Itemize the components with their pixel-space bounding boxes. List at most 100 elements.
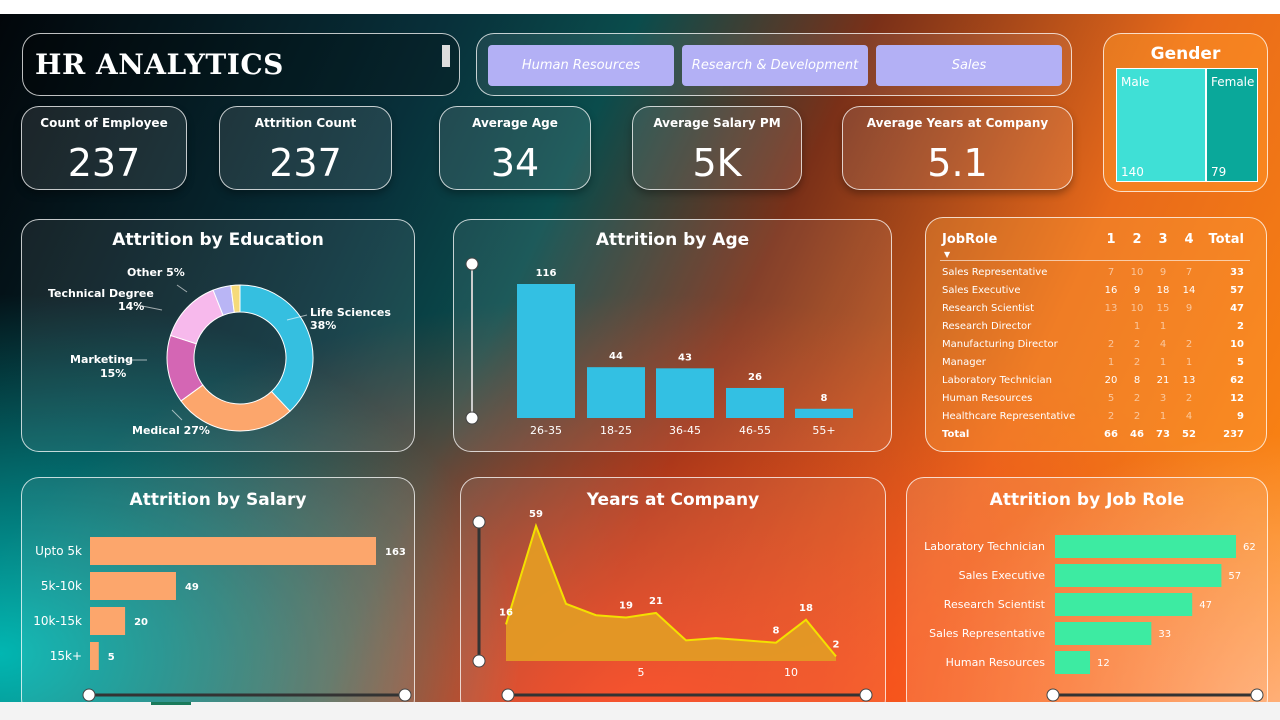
- donut-slice-5[interactable]: [230, 284, 241, 313]
- gender-male-tile[interactable]: Male 140: [1116, 68, 1206, 182]
- age-bar-3[interactable]: [726, 387, 784, 418]
- table-row[interactable]: Sales Executive 16 9 18 14 57: [940, 282, 1260, 300]
- salary-tick-3: 15k+: [50, 649, 82, 663]
- salary-tick-2: 10k-15k: [33, 614, 82, 628]
- table-row[interactable]: Laboratory Technician 20 8 21 13 62: [940, 372, 1260, 390]
- gender-female-tile[interactable]: Female 79: [1206, 68, 1258, 182]
- table-row[interactable]: Research Director 1 1 2: [940, 318, 1260, 336]
- salary-slider-handle-left[interactable]: [82, 688, 96, 702]
- education-donut-chart: Life Sciences 38% Medical 27% Marketing …: [48, 266, 391, 437]
- salary-bar-value-3: 5: [108, 652, 115, 663]
- kpi-label: Average Age: [472, 116, 558, 130]
- salary-slider-handle-right[interactable]: [398, 688, 412, 702]
- table-cell-value: 52: [1182, 429, 1196, 440]
- donut-slice-0[interactable]: [239, 284, 314, 412]
- age-bar-value-0: 116: [536, 268, 557, 279]
- top-strip: [0, 0, 1280, 14]
- education-label-other: Other 5%: [127, 266, 185, 279]
- table-cell-total: 5: [1237, 357, 1244, 368]
- years-slider-handle-left[interactable]: [501, 688, 515, 702]
- table-cell-value: 15: [1156, 303, 1170, 314]
- table-cell-value: 16: [1104, 285, 1118, 296]
- jobrole-title: Attrition by Job Role: [989, 490, 1185, 510]
- jobrole-bar-4[interactable]: [1055, 651, 1091, 674]
- age-bar-2[interactable]: [656, 368, 714, 418]
- dashboard-background: [0, 14, 1280, 702]
- age-bar-value-1: 44: [609, 351, 623, 362]
- bottom-page-strip: [0, 702, 1280, 720]
- gender-female-label: Female: [1211, 75, 1255, 89]
- age-bar-4[interactable]: [795, 408, 853, 418]
- years-panel: Years at Company 16 59 19 21 8 18 2 5 10: [460, 477, 886, 717]
- table-cell-value: 46: [1130, 429, 1144, 440]
- dept-button-human-resources[interactable]: Human Resources: [488, 45, 674, 86]
- table-cell-total: 10: [1230, 339, 1244, 350]
- salary-bar-1[interactable]: [90, 572, 176, 600]
- table-header-jobrole[interactable]: JobRole: [942, 232, 998, 247]
- scrollbar[interactable]: [442, 45, 450, 67]
- table-cell-value: 18: [1156, 285, 1170, 296]
- salary-bar-3[interactable]: [90, 642, 99, 670]
- table-cell-value: 2: [1133, 357, 1141, 368]
- jobrole-bar-0[interactable]: [1055, 535, 1236, 558]
- salary-bar-2[interactable]: [90, 607, 126, 635]
- table-row[interactable]: Human Resources 5 2 3 2 12: [940, 390, 1260, 408]
- table-header-col-2: 2: [1132, 232, 1142, 247]
- gender-male-value: 140: [1121, 165, 1144, 179]
- sort-indicator-icon[interactable]: ▼: [944, 250, 951, 259]
- age-slider-handle-bottom[interactable]: [465, 411, 479, 425]
- education-panel: Attrition by Education Life Sciences 38%…: [21, 219, 415, 452]
- table-row[interactable]: Research Scientist 13 10 15 9 47: [940, 300, 1260, 318]
- kpi-value: 5K: [692, 141, 742, 185]
- table-cell-value: 2: [1107, 411, 1115, 422]
- years-area-line[interactable]: [505, 522, 837, 658]
- education-pct-marketing: 15%: [100, 367, 126, 380]
- years-slider-handle-right[interactable]: [859, 688, 873, 702]
- table-row[interactable]: Sales Representative 7 10 9 7 33: [940, 264, 1260, 282]
- table-cell-role: Total: [942, 429, 970, 440]
- jobrole-tick-2: Research Scientist: [944, 598, 1046, 611]
- kpi-average-age: Average Age 34: [439, 106, 591, 190]
- table-divider: [940, 260, 1250, 261]
- table-row[interactable]: Manager 1 2 1 1 5: [940, 354, 1260, 372]
- jobrole-bar-1[interactable]: [1055, 564, 1222, 587]
- jobrole-bar-2[interactable]: [1055, 593, 1193, 616]
- years-slider-handle-top[interactable]: [472, 515, 486, 529]
- kpi-average-salary: Average Salary PM 5K: [632, 106, 802, 190]
- age-slider-handle-top[interactable]: [465, 257, 479, 271]
- jobrole-bar-3[interactable]: [1055, 622, 1152, 645]
- jobrole-slider-handle-right[interactable]: [1250, 688, 1264, 702]
- jobrole-tick-3: Sales Representative: [929, 627, 1045, 640]
- age-bar-1[interactable]: [587, 367, 645, 418]
- education-label-technical: Technical Degree: [48, 287, 154, 300]
- table-cell-value: 73: [1156, 429, 1170, 440]
- donut-slice-3[interactable]: [169, 289, 224, 345]
- education-label-medical: Medical 27%: [132, 424, 210, 437]
- table-header-col-1: 1: [1106, 232, 1116, 247]
- jobrole-bar-value-1: 57: [1228, 571, 1241, 582]
- table-total-row[interactable]: Total 66 46 73 52 237: [940, 426, 1260, 444]
- leader-line: [171, 409, 183, 421]
- table-cell-total: 9: [1237, 411, 1244, 422]
- table-row[interactable]: Manufacturing Director 2 2 4 2 10: [940, 336, 1260, 354]
- table-cell-value: 1: [1133, 321, 1141, 332]
- table-header-col-3: 3: [1158, 232, 1168, 247]
- years-slider-handle-bottom[interactable]: [472, 654, 486, 668]
- salary-tick-1: 5k-10k: [41, 579, 82, 593]
- age-tick-4: 55+: [812, 424, 835, 437]
- dept-button-research-development[interactable]: Research & Development: [682, 45, 868, 86]
- years-x-tick-0: 5: [638, 666, 645, 679]
- table-cell-value: 2: [1133, 339, 1141, 350]
- table-row[interactable]: Healthcare Representative 2 2 1 4 9: [940, 408, 1260, 426]
- page-tab[interactable]: [151, 702, 191, 705]
- age-bar-0[interactable]: [517, 284, 575, 418]
- dept-button-sales[interactable]: Sales: [876, 45, 1062, 86]
- salary-bar-0[interactable]: [90, 537, 376, 565]
- table-cell-value: 4: [1185, 411, 1193, 422]
- years-point-label-10: 18: [799, 603, 813, 614]
- table-cell-role: Manager: [942, 357, 986, 368]
- table-cell-value: 14: [1182, 285, 1196, 296]
- table-cell-value: 20: [1104, 375, 1118, 386]
- table-cell-value: 13: [1104, 303, 1118, 314]
- jobrole-slider-handle-left[interactable]: [1046, 688, 1060, 702]
